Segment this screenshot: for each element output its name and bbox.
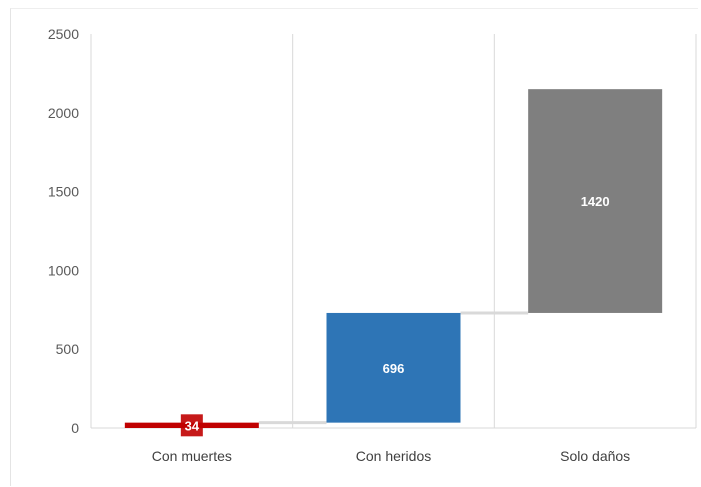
- y-tick-label: 2000: [48, 105, 79, 121]
- category-label: Con muertes: [152, 448, 232, 464]
- y-tick-label: 1500: [48, 184, 79, 200]
- y-tick-label: 1000: [48, 262, 79, 278]
- bar-2: [326, 312, 461, 423]
- data-label-box: [180, 414, 203, 437]
- y-tick-label: 500: [56, 341, 80, 357]
- data-label: 1420: [581, 194, 610, 209]
- y-tick-label: 0: [71, 420, 79, 436]
- data-label: 34: [185, 418, 200, 433]
- category-label: Solo daños: [560, 448, 630, 464]
- y-tick-label: 2500: [48, 26, 79, 42]
- bar-3: [528, 89, 663, 313]
- chart-frame: [10, 8, 698, 486]
- data-label: 696: [383, 361, 405, 376]
- category-label: Con heridos: [356, 448, 432, 464]
